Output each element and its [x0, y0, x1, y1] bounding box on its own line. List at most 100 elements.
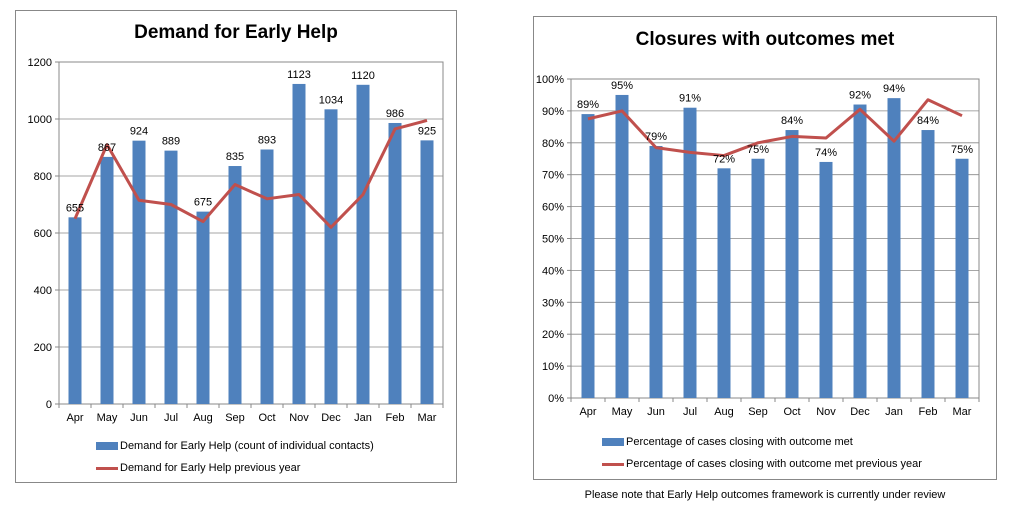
- closures-y-tick-label: 80%: [542, 138, 564, 150]
- demand-x-tick-label: Oct: [258, 412, 275, 424]
- demand-bar: [196, 211, 210, 404]
- legend-bar-swatch: [96, 442, 118, 450]
- demand-x-tick-label: Sep: [225, 412, 245, 424]
- closures-x-tick-label: Jun: [647, 406, 665, 418]
- legend-label: Percentage of cases closing with outcome…: [626, 436, 853, 448]
- demand-data-label: 924: [130, 126, 148, 138]
- demand-bar: [356, 84, 370, 405]
- demand-y-tick-label: 1000: [28, 114, 52, 126]
- legend-demand: Demand for Early Help (count of individu…: [96, 435, 374, 479]
- footnote: Please note that Early Help outcomes fra…: [584, 489, 946, 501]
- demand-x-tick-label: Mar: [418, 412, 437, 424]
- demand-data-label: 925: [418, 125, 436, 137]
- closures-x-tick-label: Mar: [953, 406, 972, 418]
- closures-bar: [751, 158, 765, 398]
- demand-x-tick-label: Aug: [193, 412, 213, 424]
- closures-y-tick-label: 60%: [542, 202, 564, 214]
- demand-line-series: [73, 118, 428, 229]
- closures-y-tick-label: 50%: [542, 234, 564, 246]
- chart-title-closures: Closures with outcomes met: [635, 29, 895, 50]
- demand-bar: [260, 149, 274, 404]
- chart-title-demand: Demand for Early Help: [134, 22, 338, 43]
- demand-x-tick-label: Apr: [66, 412, 83, 424]
- closures-y-tick-label: 90%: [542, 106, 564, 118]
- closures-data-label: 75%: [951, 144, 973, 156]
- closures-bar: [785, 130, 799, 398]
- closures-data-label: 91%: [679, 93, 701, 105]
- demand-bar: [164, 150, 178, 404]
- legend-item-demand-line: Demand for Early Help previous year: [96, 457, 374, 479]
- legend-bar-swatch: [602, 438, 624, 446]
- demand-x-tick-label: Feb: [386, 412, 405, 424]
- closures-data-label: 75%: [747, 144, 769, 156]
- closures-bar: [955, 158, 969, 398]
- demand-data-label: 893: [258, 134, 276, 146]
- legend-item-closures-bar: Percentage of cases closing with outcome…: [602, 431, 922, 453]
- closures-y-tick-label: 30%: [542, 297, 564, 309]
- demand-x-tick-label: Jan: [354, 412, 372, 424]
- demand-data-label: 655: [66, 202, 84, 214]
- closures-bar: [853, 104, 867, 399]
- closures-x-tick-label: Aug: [714, 406, 734, 418]
- demand-y-tick-label: 800: [34, 171, 52, 183]
- demand-x-tick-label: Nov: [289, 412, 309, 424]
- closures-bar: [649, 145, 663, 398]
- closures-data-label: 74%: [815, 147, 837, 159]
- legend-item-closures-line: Percentage of cases closing with outcome…: [602, 453, 922, 475]
- legend-label: Demand for Early Help previous year: [120, 462, 301, 474]
- closures-bar: [819, 161, 833, 398]
- closures-y-tick-label: 100%: [536, 74, 564, 86]
- demand-y-tick-label: 200: [34, 342, 52, 354]
- demand-data-label: 675: [194, 197, 212, 209]
- closures-bar: [717, 168, 731, 398]
- legend-label: Percentage of cases closing with outcome…: [626, 458, 922, 470]
- demand-data-label: 867: [98, 142, 116, 154]
- chart-demand-svg: 0 200 400 600 800 1000 1200 Apr May Jun Jul Aug Sep O…: [28, 57, 444, 424]
- closures-x-tick-label: Jan: [885, 406, 903, 418]
- closures-data-label: 79%: [645, 131, 667, 143]
- closures-y-tick-label: 70%: [542, 170, 564, 182]
- legend-closures: Percentage of cases closing with outcome…: [602, 431, 922, 475]
- legend-line-swatch: [602, 462, 624, 466]
- demand-data-label: 889: [162, 136, 180, 148]
- closures-y-tick-label: 20%: [542, 329, 564, 341]
- demand-x-tick-label: Jun: [130, 412, 148, 424]
- closures-x-tick-label: Nov: [816, 406, 836, 418]
- closures-bar: [683, 107, 697, 399]
- demand-bar: [132, 140, 146, 404]
- demand-y-tick-label: 0: [46, 399, 52, 411]
- demand-x-tick-label: May: [97, 412, 118, 424]
- demand-bar: [324, 109, 338, 404]
- legend-label: Demand for Early Help (count of individu…: [120, 440, 374, 452]
- legend-item-demand-bar: Demand for Early Help (count of individu…: [96, 435, 374, 457]
- demand-y-tick-label: 1200: [28, 57, 52, 69]
- demand-bar: [292, 83, 306, 404]
- demand-bar: [100, 156, 114, 404]
- demand-y-tick-label: 400: [34, 285, 52, 297]
- closures-y-tick-label: 0%: [548, 393, 564, 405]
- closures-bar: [615, 94, 629, 398]
- chart-panel-closures: Closures with outcomes met 0% 10% 20% 30% 40…: [533, 16, 997, 480]
- demand-data-label: 1034: [319, 94, 343, 106]
- closures-bar: [887, 98, 901, 398]
- demand-y-tick-label: 600: [34, 228, 52, 240]
- demand-data-label: 835: [226, 151, 244, 163]
- closures-x-tick-label: May: [612, 406, 633, 418]
- closures-bar: [581, 114, 595, 398]
- demand-data-label: 1120: [351, 70, 375, 82]
- chart-panel-demand: Demand for Early Help 0 200 400 600 800 1000 1…: [15, 10, 457, 483]
- closures-x-tick-label: Sep: [748, 406, 768, 418]
- closures-line-series: [587, 98, 963, 158]
- closures-bar: [921, 130, 935, 398]
- chart-closures-svg: 0% 10% 20% 30% 40% 50% 60% 70% 80% 90% 100% Apr May J…: [536, 74, 980, 418]
- demand-bar: [68, 217, 82, 404]
- closures-data-label: 72%: [713, 153, 735, 165]
- closures-x-tick-label: Apr: [579, 406, 596, 418]
- closures-x-tick-label: Feb: [919, 406, 938, 418]
- closures-y-tick-label: 10%: [542, 361, 564, 373]
- closures-data-label: 84%: [781, 115, 803, 127]
- closures-x-tick-label: Dec: [850, 406, 870, 418]
- closures-data-label: 92%: [849, 90, 871, 102]
- closures-data-label: 84%: [917, 115, 939, 127]
- demand-bar: [388, 122, 402, 405]
